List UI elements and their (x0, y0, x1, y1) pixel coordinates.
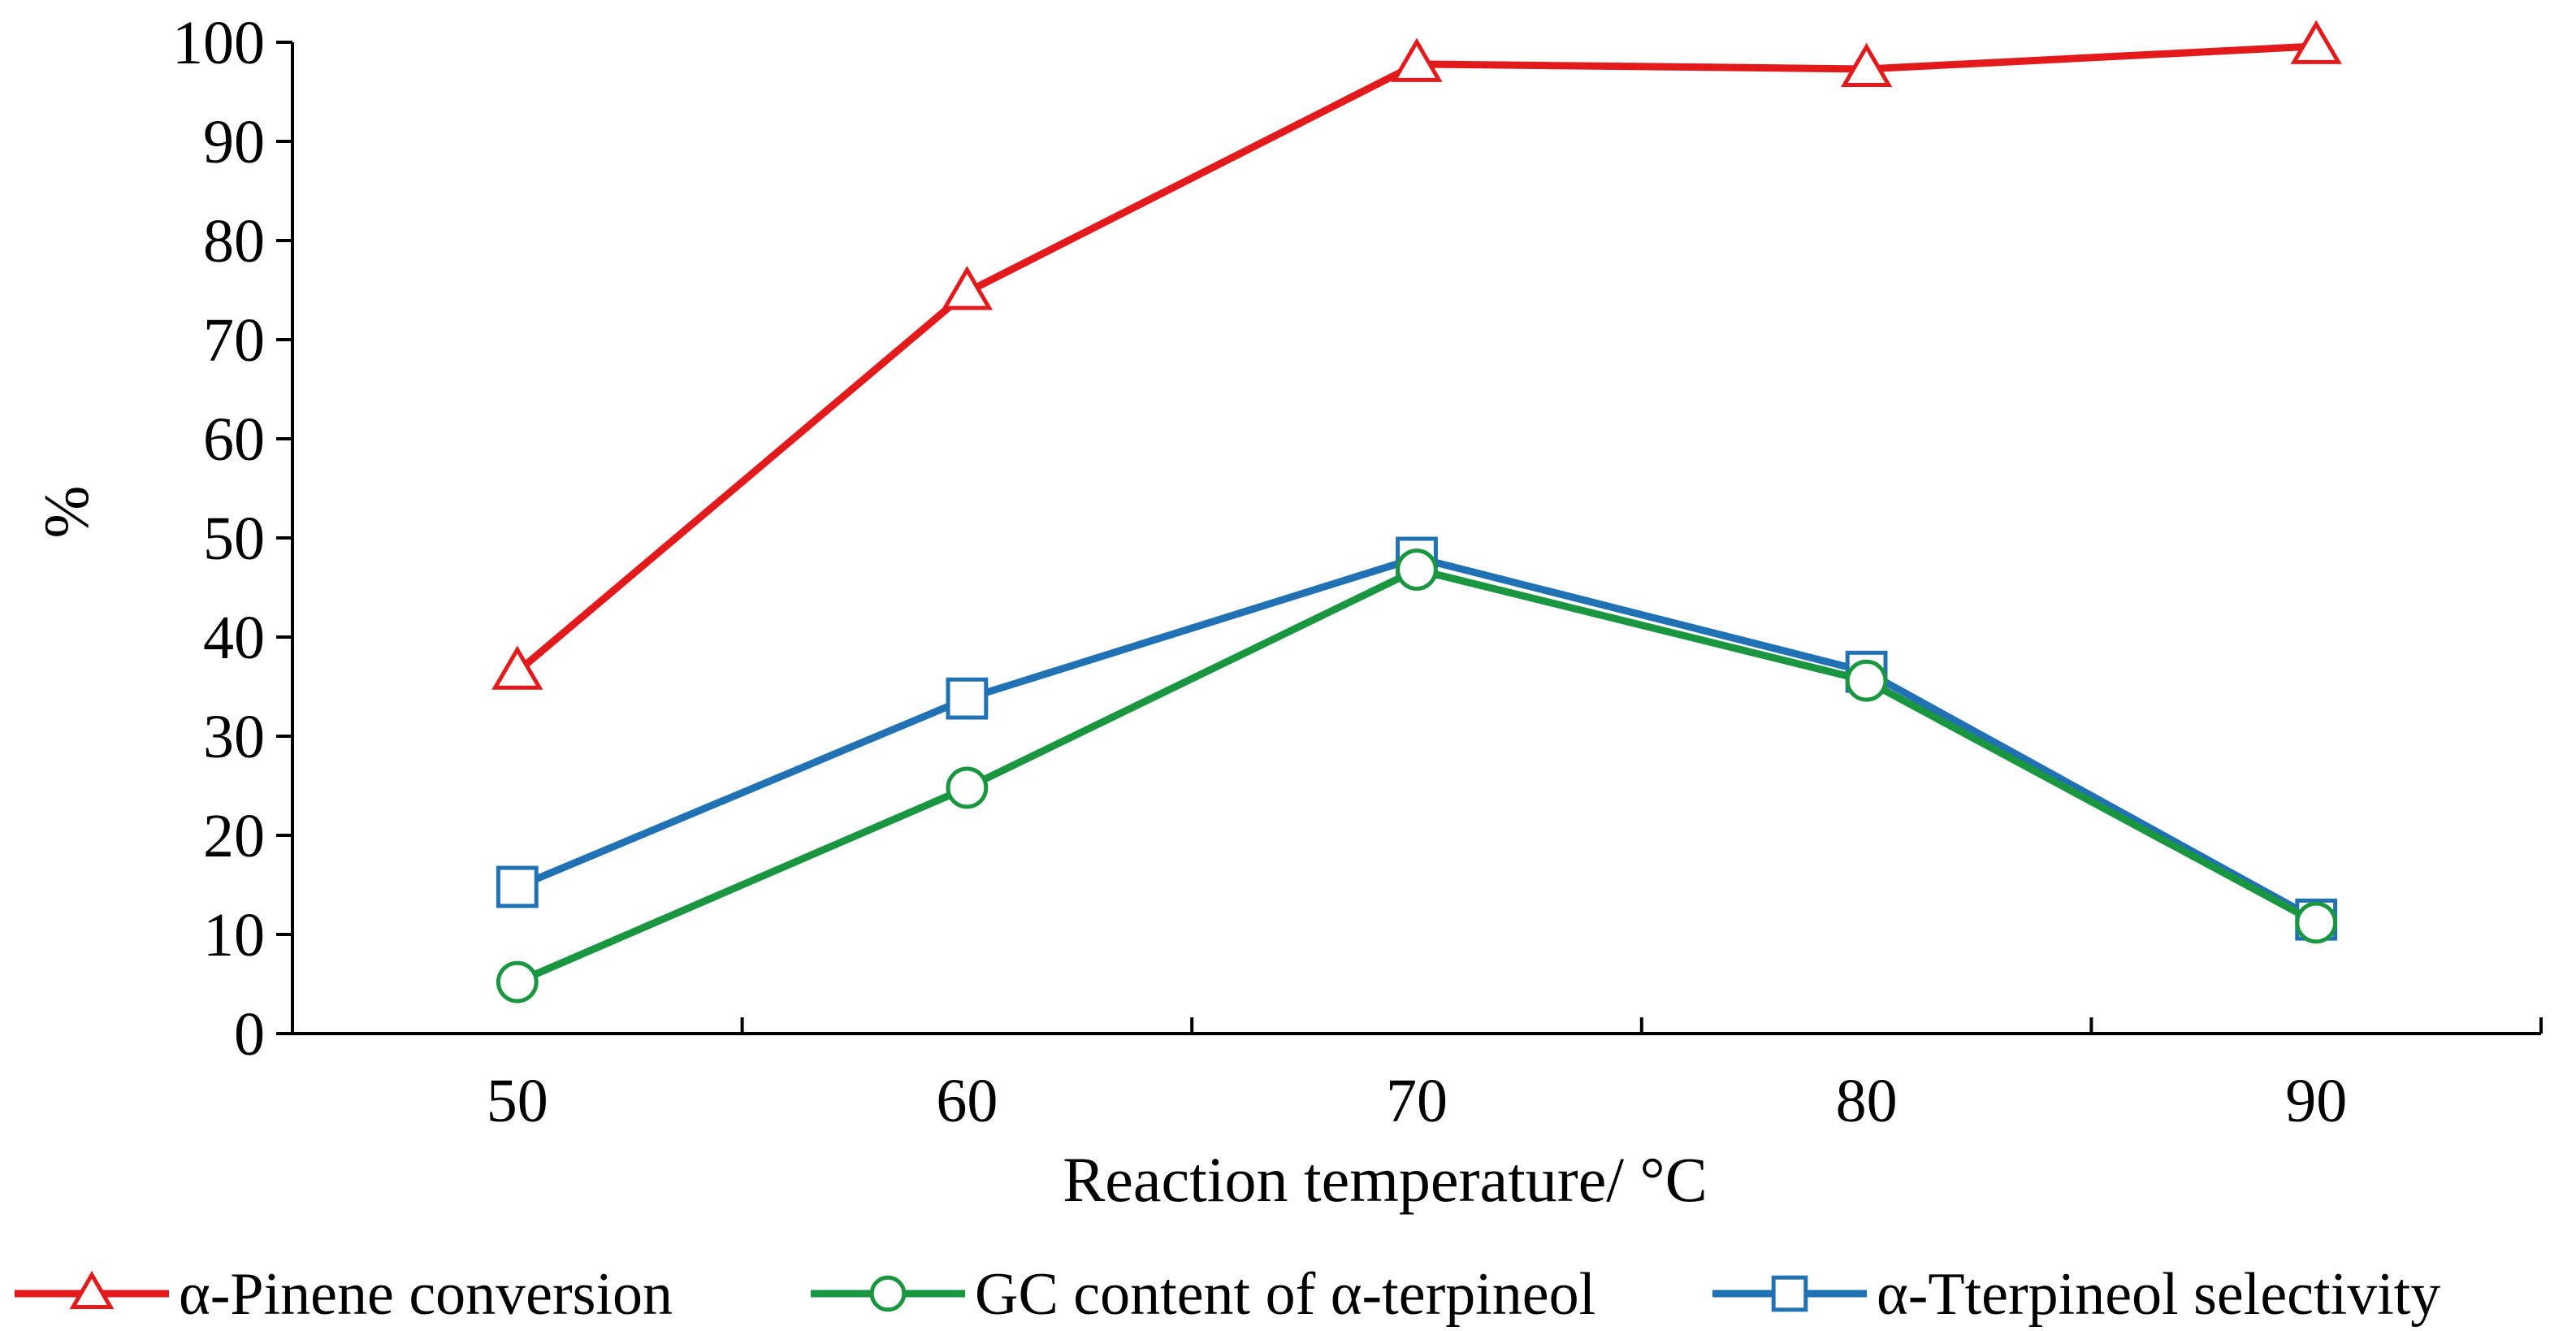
series-2 (496, 548, 2338, 1004)
x-tick-label: 70 (1386, 1067, 1448, 1135)
x-axis-label: Reaction temperature/ °C (1063, 1144, 1708, 1215)
y-tick-label: 10 (203, 901, 265, 969)
series-layer (491, 20, 2342, 1004)
circle-marker (869, 1275, 907, 1312)
circle-marker (1845, 659, 1888, 702)
y-tick-label: 20 (203, 802, 265, 870)
y-axis-tick-labels: 0 10 20 30 40 50 60 70 80 90 100 (172, 9, 265, 1069)
x-tick-label: 90 (2285, 1067, 2347, 1135)
y-tick-label: 40 (203, 604, 265, 672)
series-1 (491, 20, 2342, 690)
circle-marker (946, 766, 989, 809)
x-tick-label: 80 (1836, 1067, 1898, 1135)
y-tick-label: 0 (234, 1000, 265, 1069)
square-marker (1771, 1275, 1808, 1312)
circle-marker (2295, 901, 2338, 944)
y-tick-label: 70 (203, 306, 265, 375)
square-marker (496, 865, 539, 908)
legend-item: α-Tterpineol selectivity (1712, 1261, 2440, 1328)
triangle-marker (1840, 42, 1893, 87)
circle-marker (1396, 548, 1438, 591)
triangle-marker (1391, 37, 1443, 82)
y-tick-label: 60 (203, 405, 265, 474)
legend-item: GC content of α-terpineol (811, 1261, 1595, 1328)
y-tick-label: 50 (203, 505, 265, 573)
x-tick-label: 50 (487, 1067, 548, 1135)
x-tick-label: 60 (936, 1067, 998, 1135)
y-tick-label: 90 (203, 108, 265, 176)
square-marker (946, 677, 989, 720)
series-3 (496, 536, 2338, 941)
triangle-marker (941, 266, 994, 310)
circle-marker (496, 960, 539, 1004)
y-tick-label: 30 (203, 703, 265, 771)
legend-label: GC content of α-terpineol (975, 1261, 1595, 1328)
triangle-marker (491, 645, 543, 690)
y-axis-label: % (31, 486, 102, 539)
axes (276, 41, 2543, 1035)
triangle-marker (2290, 20, 2342, 64)
y-tick-label: 80 (203, 207, 265, 275)
x-axis-tick-labels: 50 60 70 80 90 (487, 1067, 2347, 1135)
triangle-marker (69, 1270, 115, 1309)
y-tick-label: 100 (172, 9, 265, 77)
legend-label: α-Tterpineol selectivity (1877, 1261, 2440, 1328)
legend-label: α-Pinene conversion (179, 1261, 673, 1328)
legend-item: α-Pinene conversion (15, 1261, 673, 1328)
legend: α-Pinene conversion GC content of α-terpi… (15, 1261, 2440, 1328)
